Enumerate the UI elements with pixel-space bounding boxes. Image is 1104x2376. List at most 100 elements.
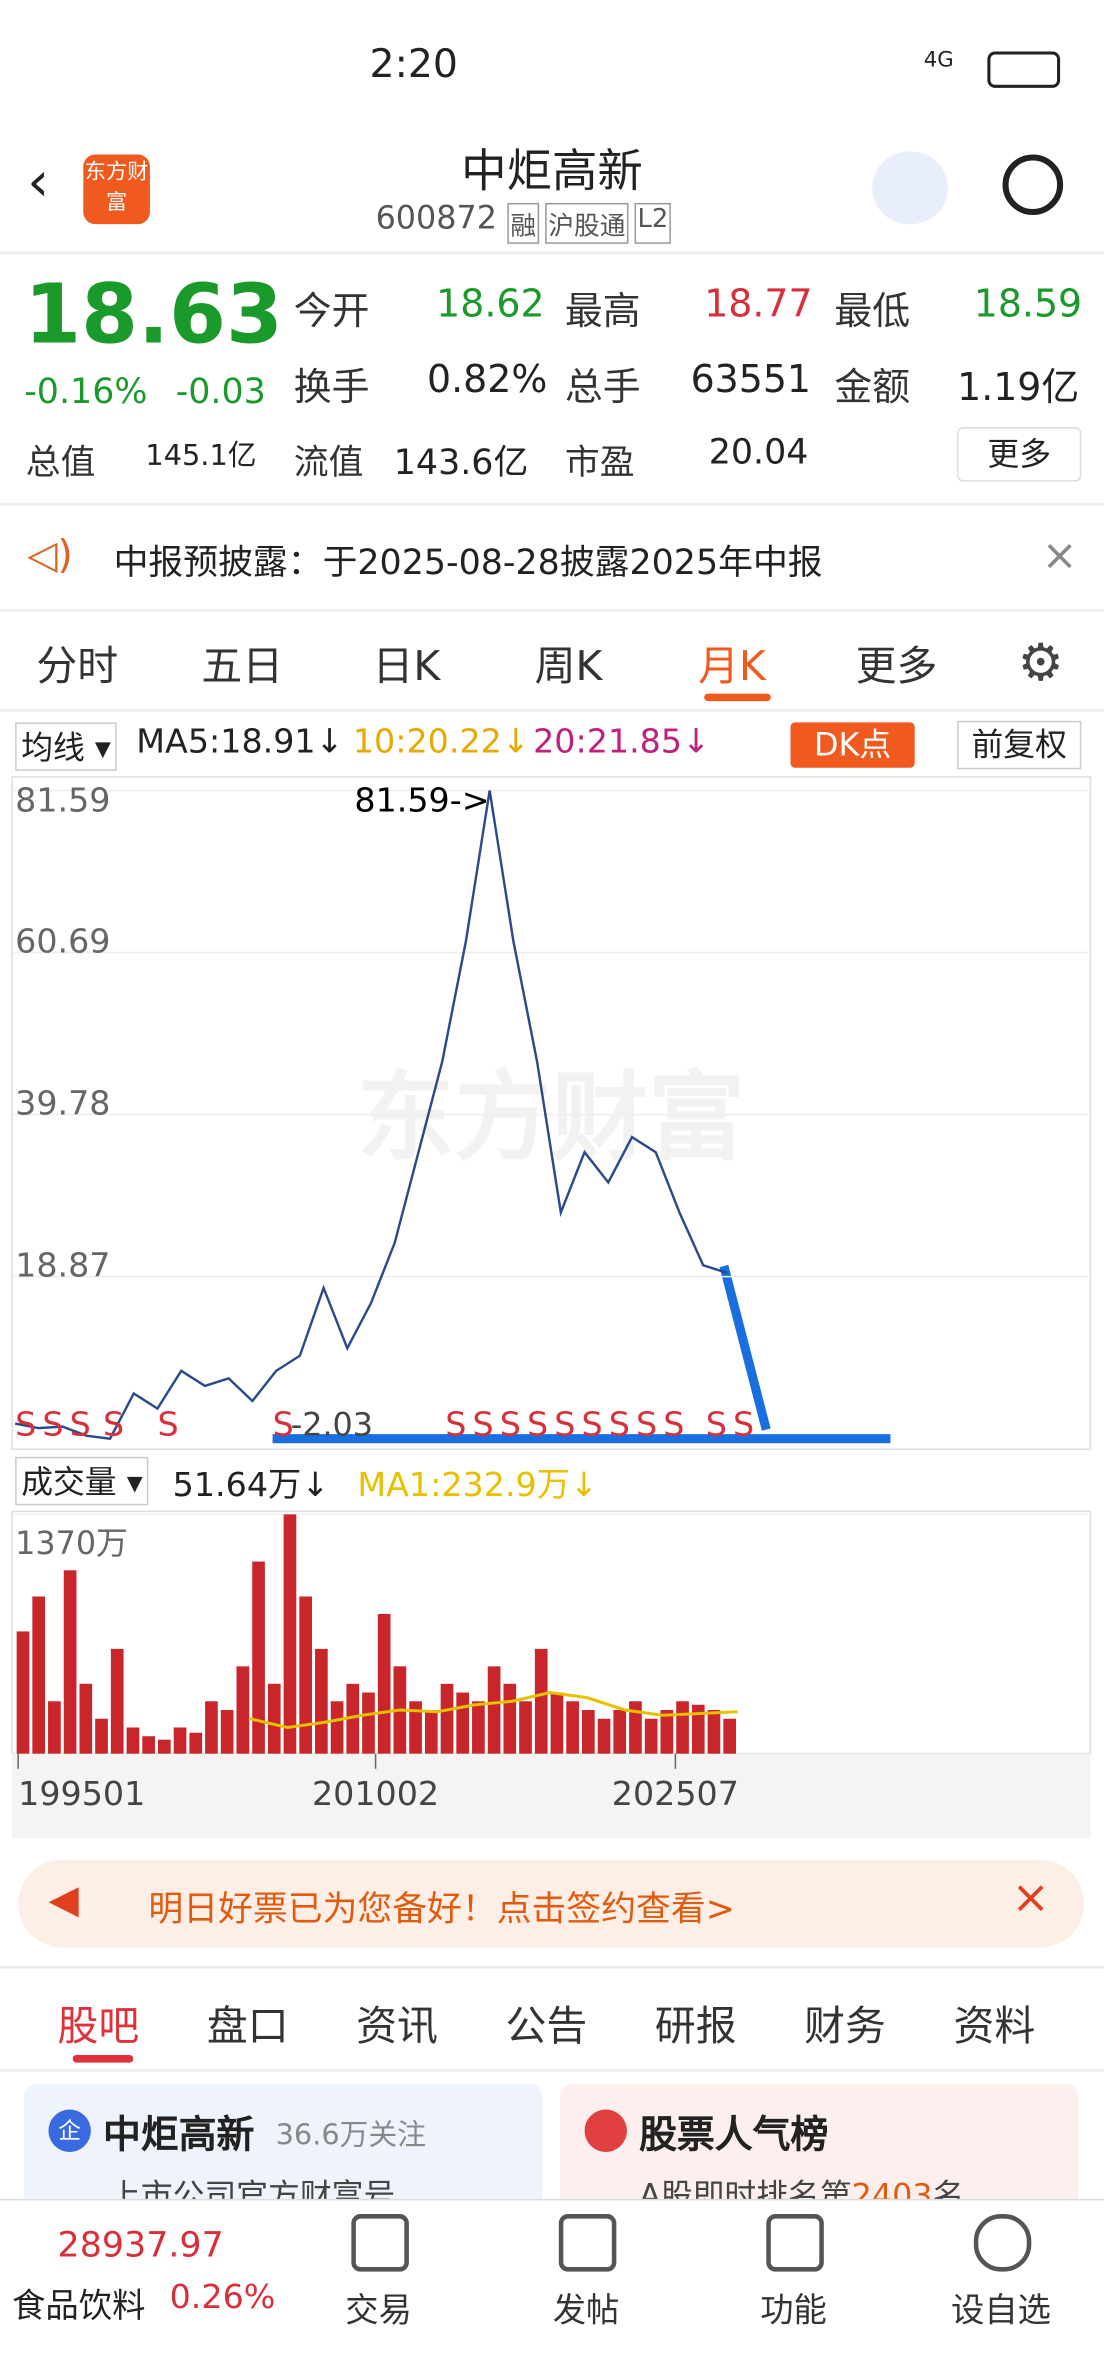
- field-value: 63551: [690, 357, 812, 402]
- y-tick-label: 18.87: [15, 1246, 110, 1285]
- ma20: 20:21.85↓: [533, 723, 710, 762]
- x-tick-label: 199501: [18, 1774, 145, 1813]
- assistant[interactable]: [872, 151, 949, 225]
- nav-icon[interactable]: [973, 2214, 1032, 2272]
- notice[interactable]: 中报预披露：于2025-08-28披露2025年中报: [113, 543, 823, 584]
- content-tab[interactable]: 公告: [505, 2003, 588, 2051]
- nav-icon[interactable]: [351, 2214, 409, 2272]
- x-tick-label: 202507: [612, 1774, 739, 1813]
- content-tab[interactable]: 股吧: [57, 2003, 140, 2051]
- field-label: 总值: [25, 443, 96, 484]
- card[interactable]: [560, 2083, 1079, 2221]
- field-label: 总手: [564, 364, 641, 409]
- nav-icon[interactable]: [766, 2214, 824, 2272]
- volume-bar: [707, 1710, 721, 1754]
- content-tab[interactable]: 资料: [953, 2003, 1036, 2051]
- volume-selector[interactable]: 成交量 ▾: [15, 1456, 149, 1506]
- drawn-line: [719, 1264, 771, 1431]
- field-label: 金额: [834, 364, 911, 409]
- volume-bar: [660, 1710, 674, 1754]
- volume-bar: [95, 1718, 108, 1754]
- field-label: 最低: [834, 289, 911, 334]
- volume-bar: [676, 1701, 689, 1754]
- banner[interactable]: [18, 1859, 1085, 1948]
- volume-bar: [456, 1692, 470, 1754]
- tab[interactable]: 更多: [855, 643, 938, 691]
- volume-bar: [519, 1701, 532, 1754]
- field-label: 最高: [564, 289, 641, 334]
- logo: 东方财富: [83, 154, 150, 225]
- volume-bar: [299, 1596, 312, 1754]
- y-tick-label: 39.78: [15, 1084, 110, 1123]
- signal: S: [70, 1405, 91, 1444]
- megaphone: ◀: [48, 1877, 79, 1924]
- tab[interactable]: 日K: [372, 643, 441, 691]
- signal: S: [554, 1405, 575, 1444]
- card-icon: 企: [48, 2109, 91, 2152]
- volume-bar: [16, 1631, 30, 1754]
- banner-text[interactable]: 明日好票已为您备好！点击签约查看>: [148, 1889, 735, 1930]
- volume-bar: [189, 1732, 203, 1754]
- tab[interactable]: 周K: [534, 643, 603, 691]
- tab[interactable]: 分时: [36, 643, 119, 691]
- volume-bar: [362, 1692, 375, 1754]
- volume-bar: [63, 1570, 77, 1754]
- volume-value: 51.64万↓: [172, 1467, 330, 1506]
- content-tab[interactable]: 研报: [654, 2003, 737, 2051]
- field-value: 143.6亿: [393, 443, 529, 484]
- card[interactable]: [24, 2083, 543, 2221]
- adjust-button[interactable]: 前复权: [957, 720, 1082, 770]
- volume-bar: [283, 1514, 297, 1754]
- status-network: 4G: [923, 48, 954, 73]
- volume-bar: [723, 1718, 736, 1754]
- settings[interactable]: ⚙: [1017, 633, 1064, 694]
- volume-bar: [252, 1561, 265, 1754]
- volume-bar: [173, 1727, 187, 1754]
- volume-bar: [346, 1683, 360, 1754]
- volume-bar: [48, 1701, 61, 1754]
- signal: S: [445, 1405, 466, 1444]
- volume-bar: [267, 1683, 281, 1754]
- nav-item[interactable]: 设自选: [951, 2292, 1051, 2331]
- search[interactable]: [1002, 154, 1064, 216]
- content-tab[interactable]: 财务: [804, 2003, 886, 2051]
- signal: S: [733, 1405, 754, 1444]
- field-value: 18.62: [436, 281, 545, 326]
- close[interactable]: ×: [1041, 530, 1078, 581]
- volume-bar: [424, 1710, 438, 1754]
- nav-item[interactable]: 交易: [345, 2292, 412, 2331]
- sector-pct: 0.26%: [169, 2279, 276, 2318]
- dk-button[interactable]: DK点: [790, 722, 915, 768]
- field-value: 20.04: [708, 433, 809, 473]
- content-tab[interactable]: 资讯: [356, 2003, 438, 2051]
- speaker: ◁): [27, 533, 73, 579]
- content-tab[interactable]: 盘口: [206, 2003, 289, 2051]
- status-time: 2:20: [369, 42, 458, 88]
- banner-close[interactable]: ×: [1011, 1871, 1050, 1925]
- back[interactable]: ‹: [27, 151, 50, 214]
- nav-item[interactable]: 功能: [760, 2292, 827, 2331]
- field-value: 145.1亿: [145, 439, 257, 473]
- ma-selector[interactable]: 均线 ▾: [15, 722, 117, 771]
- field-value: 0.82%: [427, 357, 548, 402]
- tab[interactable]: 月K: [698, 643, 766, 691]
- signal: S: [500, 1405, 521, 1444]
- nav-icon[interactable]: [558, 2214, 617, 2272]
- volume-bar: [613, 1710, 627, 1754]
- field-value: 1.19亿: [957, 364, 1080, 409]
- volume-bar: [503, 1683, 517, 1754]
- price: 18.63: [24, 266, 283, 362]
- volume-bar: [157, 1739, 171, 1754]
- sector[interactable]: 食品饮料: [12, 2288, 146, 2327]
- signal: S: [42, 1405, 63, 1444]
- tab[interactable]: 五日: [201, 643, 284, 691]
- nav-item[interactable]: 发帖: [552, 2292, 620, 2331]
- more-button[interactable]: 更多: [957, 427, 1082, 482]
- volume-bar: [487, 1666, 501, 1754]
- index-value[interactable]: 28937.97: [57, 2226, 224, 2266]
- stock-code: 600872: [375, 199, 497, 237]
- field-value: 18.77: [704, 281, 813, 326]
- signal: S: [582, 1405, 603, 1444]
- volume-bar: [691, 1704, 705, 1754]
